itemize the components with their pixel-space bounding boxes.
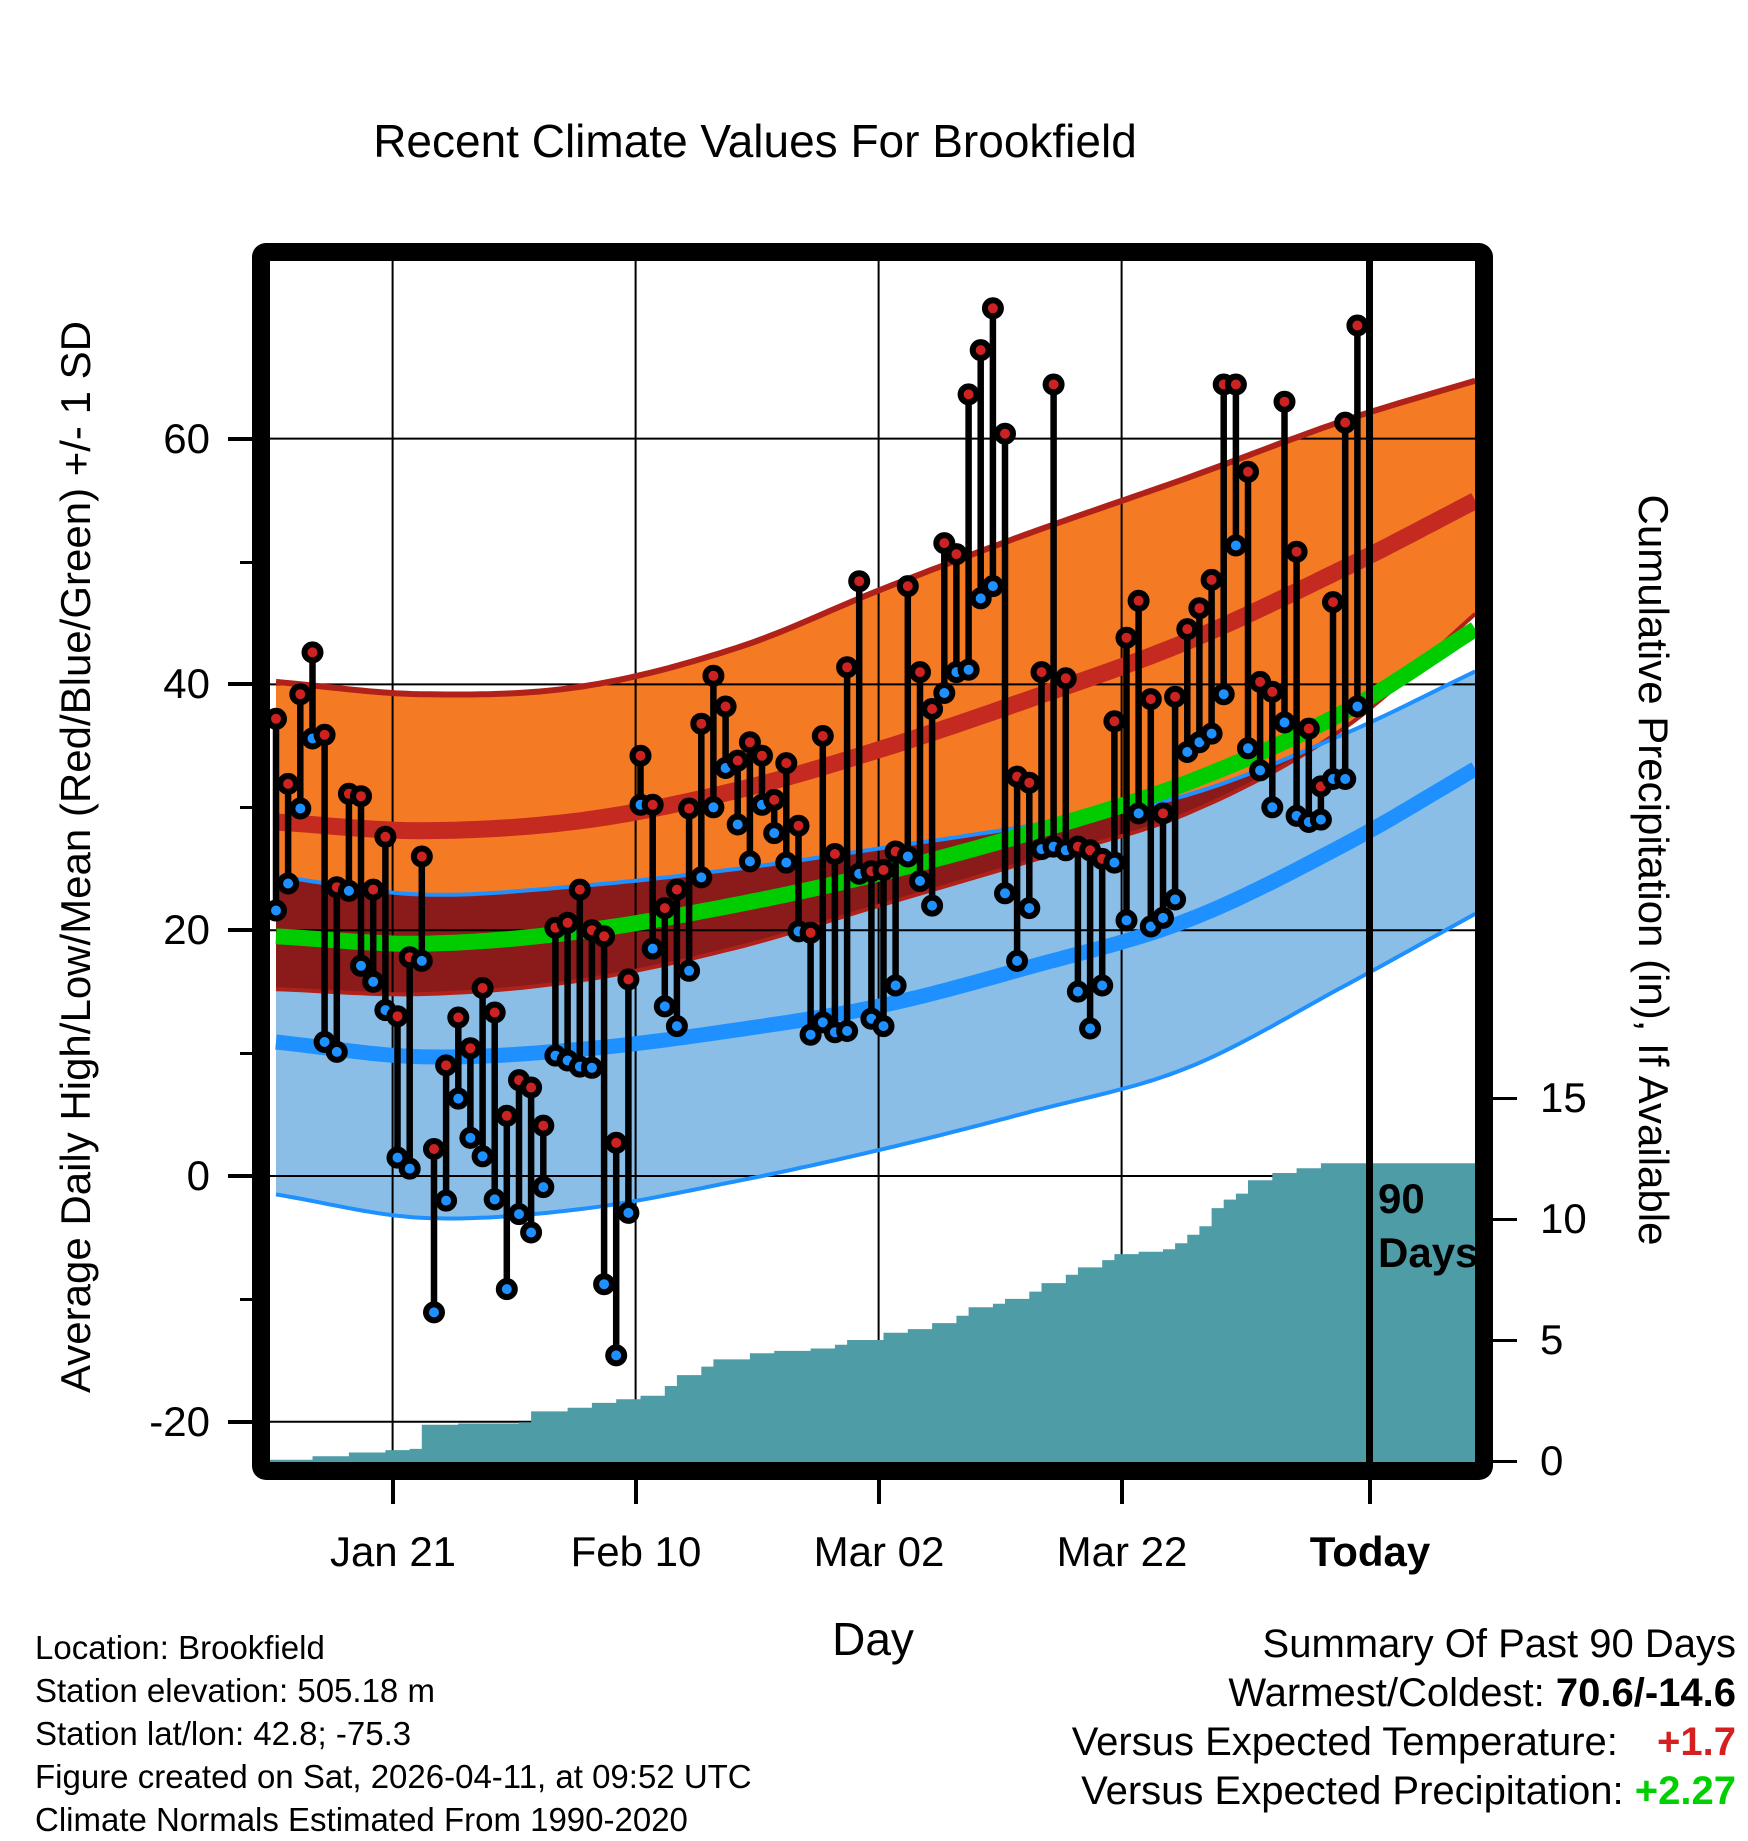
- x-tick-mark-Feb-10: [634, 1480, 638, 1504]
- x-tick-mark-Mar-22: [1120, 1480, 1124, 1504]
- left-minor-tick-10: [240, 1052, 254, 1055]
- left-tick-label-0: 0: [186, 1152, 210, 1199]
- right-tick-label-0: 0: [1540, 1437, 1564, 1484]
- ninety-days-line1: 90: [1378, 1175, 1425, 1222]
- warmest-coldest-value: 70.6/-14.6: [1555, 1671, 1736, 1715]
- ninety-days-annotation: 90 Days: [1378, 1172, 1478, 1280]
- x-axis-title: Day: [832, 1613, 914, 1665]
- x-tick-label-Feb-10: Feb 10: [570, 1528, 702, 1575]
- x-tick-mark-Jan-21: [391, 1480, 395, 1504]
- summary-vs-temp: Versus Expected Temperature: +1.7: [1071, 1720, 1736, 1764]
- left-tick-mark-20: [228, 928, 254, 932]
- x-tick-label-Today: Today: [1309, 1528, 1431, 1575]
- ninety-days-line2: Days: [1378, 1229, 1479, 1276]
- summary-warmest-coldest: Warmest/Coldest: 70.6/-14.6: [1228, 1671, 1736, 1715]
- right-tick-label-10: 10: [1540, 1195, 1587, 1242]
- left-tick-mark-40: [228, 682, 254, 686]
- left-tick-label-40: 40: [163, 660, 210, 707]
- left-tick-mark-60: [228, 437, 254, 441]
- station-latlon: Station lat/lon: 42.8; -75.3: [35, 1715, 412, 1752]
- station-info: Location: Brookfield Station elevation: …: [35, 1626, 752, 1841]
- plot-area: [270, 261, 1475, 1462]
- x-tick-label-Mar-02: Mar 02: [813, 1528, 945, 1575]
- x-tick-label-Mar-22: Mar 22: [1056, 1528, 1188, 1575]
- summary-panel: Summary Of Past 90 Days Warmest/Coldest:…: [1072, 1620, 1736, 1816]
- right-tick-mark-0: [1493, 1460, 1517, 1463]
- right-tick-label-15: 15: [1540, 1074, 1587, 1121]
- vs-temp-value: +1.7: [1657, 1720, 1736, 1764]
- right-tick-mark-5: [1493, 1339, 1517, 1342]
- x-tick-mark-Mar-02: [877, 1480, 881, 1504]
- vs-precip-value: +2.27: [1634, 1769, 1736, 1813]
- chart-title: Recent Climate Values For Brookfield: [373, 115, 1137, 167]
- x-tick-label-Jan-21: Jan 21: [329, 1528, 457, 1575]
- left-tick-label-60: 60: [163, 415, 210, 462]
- x-tick-mark-Today: [1368, 1480, 1372, 1504]
- summary-vs-precip: Versus Expected Precipitation: +2.27: [1081, 1769, 1736, 1813]
- normals-source: Climate Normals Estimated From 1990-2020: [35, 1801, 688, 1838]
- figure-created: Figure created on Sat, 2026-04-11, at 09…: [35, 1758, 752, 1795]
- left-tick-mark--20: [228, 1420, 254, 1424]
- left-axis-title: Average Daily High/Low/Mean (Red/Blue/Gr…: [52, 321, 99, 1393]
- right-tick-label-5: 5: [1540, 1316, 1564, 1363]
- station-location: Location: Brookfield: [35, 1629, 325, 1666]
- left-minor-tick-50: [240, 561, 254, 564]
- left-tick-label--20: -20: [149, 1398, 210, 1445]
- left-tick-mark-0: [228, 1174, 254, 1178]
- summary-heading: Summary Of Past 90 Days: [1262, 1622, 1736, 1666]
- right-tick-mark-15: [1493, 1097, 1517, 1100]
- left-minor-tick-30: [240, 806, 254, 809]
- left-tick-label-20: 20: [163, 906, 210, 953]
- station-elevation: Station elevation: 505.18 m: [35, 1672, 435, 1709]
- left-minor-tick--10: [240, 1298, 254, 1301]
- right-tick-mark-10: [1493, 1218, 1517, 1221]
